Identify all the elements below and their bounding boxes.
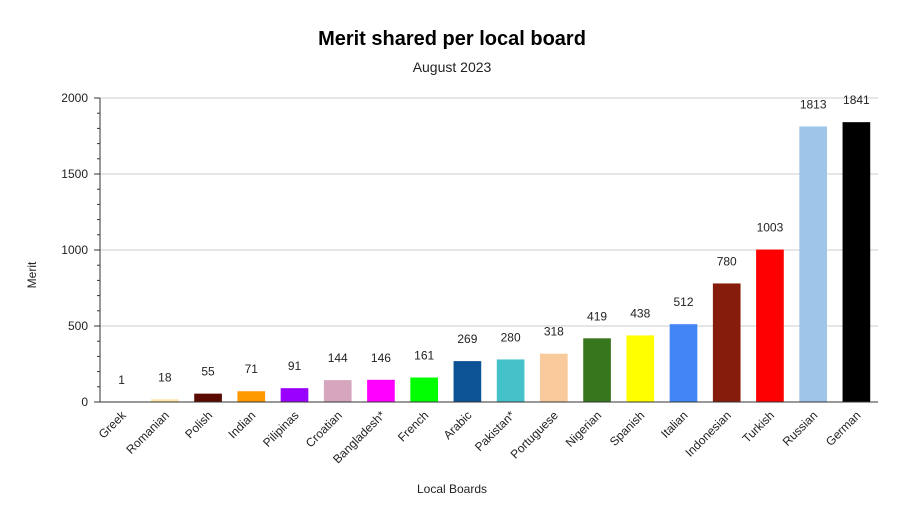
data-label: 91 <box>288 359 302 373</box>
bar-german <box>842 122 871 402</box>
y-tick-label: 2000 <box>61 91 88 105</box>
bar-spanish <box>626 335 655 402</box>
bar-romanian <box>151 399 179 402</box>
category-label: Polish <box>182 408 215 441</box>
bar-turkish <box>756 249 784 402</box>
bar-italian <box>669 324 698 402</box>
category-label: Italian <box>658 408 691 441</box>
category-label: Greek <box>96 408 130 442</box>
category-label: Pilipinas <box>260 408 302 450</box>
data-label: 512 <box>673 295 693 309</box>
bar-bangladesh <box>367 379 395 402</box>
data-label: 780 <box>717 254 737 268</box>
bar-croatian <box>323 380 352 402</box>
data-label: 1813 <box>800 97 827 111</box>
data-label: 269 <box>457 332 477 346</box>
chart-subtitle: August 2023 <box>413 59 492 75</box>
data-label: 318 <box>544 325 564 339</box>
y-tick-label: 1000 <box>61 243 88 257</box>
category-label: French <box>395 408 431 444</box>
y-tick-label: 1500 <box>61 167 88 181</box>
y-axis-ticks: 0 500 1000 1500 2000 <box>61 91 100 409</box>
category-label: Arabic <box>441 408 475 442</box>
category-label: Turkish <box>740 408 777 445</box>
x-axis-label: Local Boards <box>417 482 487 496</box>
category-label: German <box>823 408 864 449</box>
bar-russian <box>799 126 827 402</box>
category-label: Portuguese <box>508 408 562 462</box>
bar-portuguese <box>540 353 568 402</box>
bar-pilipinas <box>280 388 309 402</box>
data-labels: 1 18 55 71 91 144 146 161 269 280 318 419 438 512 780 1… <box>118 93 870 387</box>
bar-pakistan <box>496 359 525 402</box>
y-tick-label: 500 <box>68 319 88 333</box>
category-label: Russian <box>780 408 821 449</box>
bar-nigerian <box>583 338 611 402</box>
category-label: Indian <box>225 408 258 441</box>
chart-title: Merit shared per local board <box>318 28 586 50</box>
data-label: 280 <box>501 330 521 344</box>
data-label: 419 <box>587 309 607 323</box>
y-tick-label: 0 <box>81 395 88 409</box>
bar-polish <box>194 393 222 402</box>
data-label: 438 <box>630 306 650 320</box>
category-label: Indonesian <box>682 408 733 459</box>
data-label: 161 <box>414 349 434 363</box>
data-label: 144 <box>328 351 348 365</box>
data-label: 1003 <box>757 221 784 235</box>
y-axis-label: Merit <box>25 261 39 288</box>
data-label: 146 <box>371 351 391 365</box>
bar-indian <box>237 391 266 402</box>
gridlines <box>100 97 878 327</box>
data-label: 55 <box>201 365 215 379</box>
category-label: Spanish <box>607 408 648 449</box>
bar-indonesian <box>712 283 741 402</box>
bar-arabic <box>453 361 482 402</box>
data-label: 1841 <box>843 93 870 107</box>
bars <box>107 122 871 402</box>
data-label: 18 <box>158 370 172 384</box>
data-label: 71 <box>245 362 259 376</box>
bar-french <box>410 377 438 402</box>
category-label: Romanian <box>123 408 172 457</box>
data-label: 1 <box>118 373 125 387</box>
category-label: Nigerian <box>563 408 605 450</box>
category-label: Croatian <box>303 408 345 450</box>
